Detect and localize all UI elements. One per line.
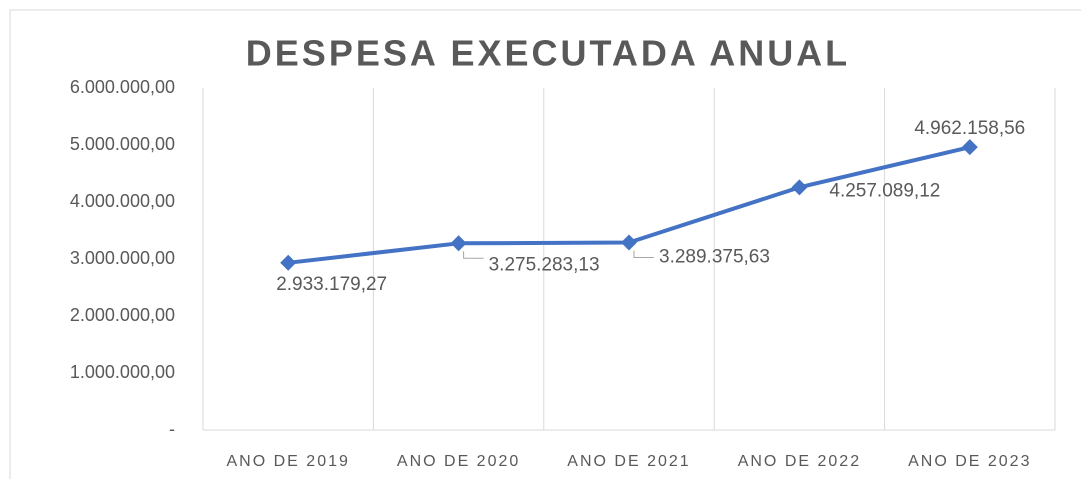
data-label: 3.289.375,63 [659, 247, 770, 268]
leader-line [463, 251, 484, 259]
y-tick-label: 6.000.000,00 [70, 77, 175, 97]
x-tick-label: ANO DE 2022 [738, 453, 861, 470]
marker [961, 139, 978, 156]
data-label: 2.933.179,27 [276, 274, 387, 295]
y-tick-label: 3.000.000,00 [70, 248, 175, 268]
x-tick-label: ANO DE 2019 [227, 453, 350, 470]
marker [621, 234, 637, 251]
x-tick-label: ANO DE 2020 [397, 453, 520, 470]
chart-title: DESPESA EXECUTADA ANUAL [246, 33, 850, 74]
data-label: 3.275.283,13 [489, 254, 600, 275]
x-tick-label: ANO DE 2023 [908, 453, 1031, 470]
chart-frame [9, 9, 1081, 479]
y-tick-label: 1.000.000,00 [70, 362, 175, 382]
y-tick-label: 2.000.000,00 [70, 305, 175, 325]
x-tick-label: ANO DE 2021 [567, 453, 690, 470]
leader-line [633, 250, 654, 259]
y-tick-label: 5.000.000,00 [70, 134, 175, 154]
marker [280, 254, 297, 271]
y-tick-label: - [169, 419, 175, 439]
marker [450, 235, 467, 252]
data-label: 4.257.089,12 [829, 180, 940, 201]
y-tick-label: 4.000.000,00 [70, 191, 175, 211]
marker [791, 179, 808, 196]
data-label: 4.962.158,56 [914, 118, 1025, 139]
